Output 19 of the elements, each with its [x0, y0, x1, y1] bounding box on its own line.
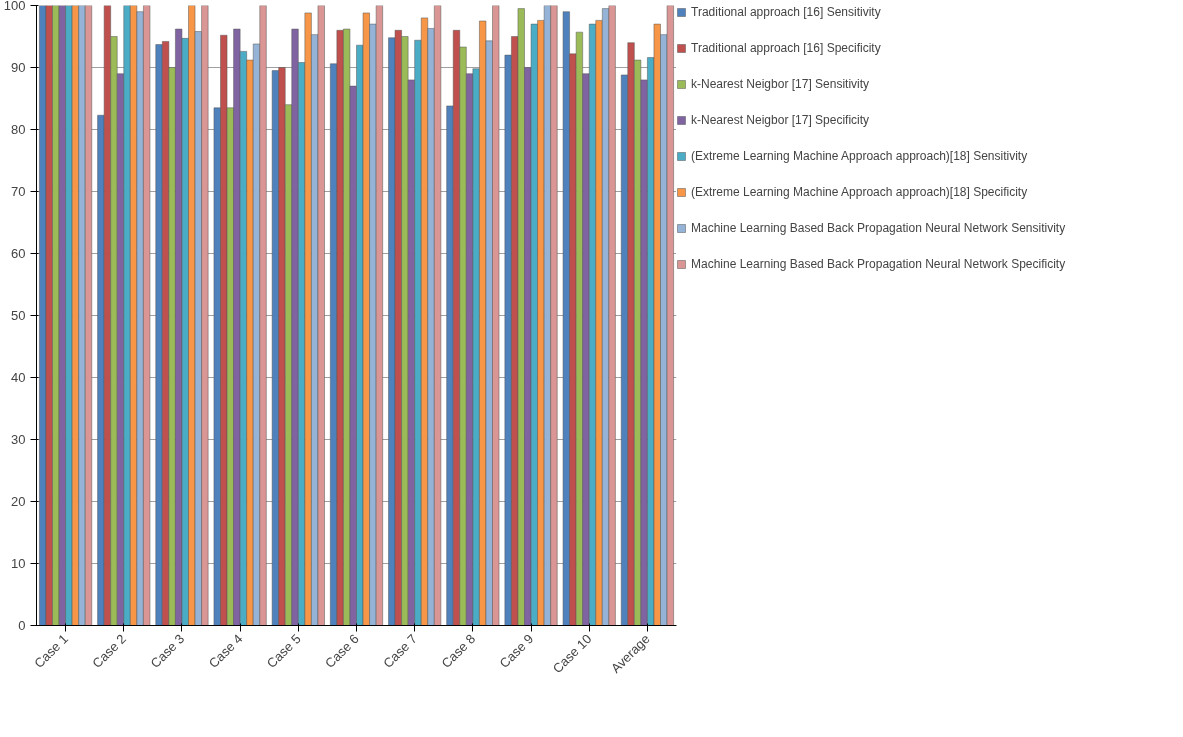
y-tick-label: 60 — [11, 246, 26, 261]
y-tick-label: 40 — [11, 370, 26, 385]
legend-label: (Extreme Learning Machine Approach approach)[18] Specificity — [691, 185, 1028, 199]
y-tick-label: 90 — [11, 60, 26, 75]
y-tick-label: 80 — [11, 122, 26, 137]
y-tick-label: 10 — [11, 556, 26, 571]
legend-label: Machine Learning Based Back Propagation Neural Network Sensitivity — [691, 221, 1066, 235]
legend-label: Traditional approach [16] Specificity — [691, 41, 881, 55]
legend-label: Machine Learning Based Back Propagation Neural Network Specificity — [691, 257, 1066, 271]
y-tick-label: 100 — [3, 0, 26, 13]
y-tick-label: 50 — [11, 308, 26, 323]
y-tick-label: 30 — [11, 432, 26, 447]
legend-label: k-Nearest Neigbor [17] Sensitivity — [691, 77, 870, 91]
legend-label: Traditional approach [16] Sensitivity — [691, 5, 881, 19]
y-tick-label: 70 — [11, 184, 26, 199]
legend-label: (Extreme Learning Machine Approach approach)[18] Sensitivity — [691, 149, 1028, 163]
legend-label: k-Nearest Neigbor [17] Specificity — [691, 113, 870, 127]
y-tick-label: 20 — [11, 494, 26, 509]
y-tick-label: 0 — [18, 618, 26, 633]
